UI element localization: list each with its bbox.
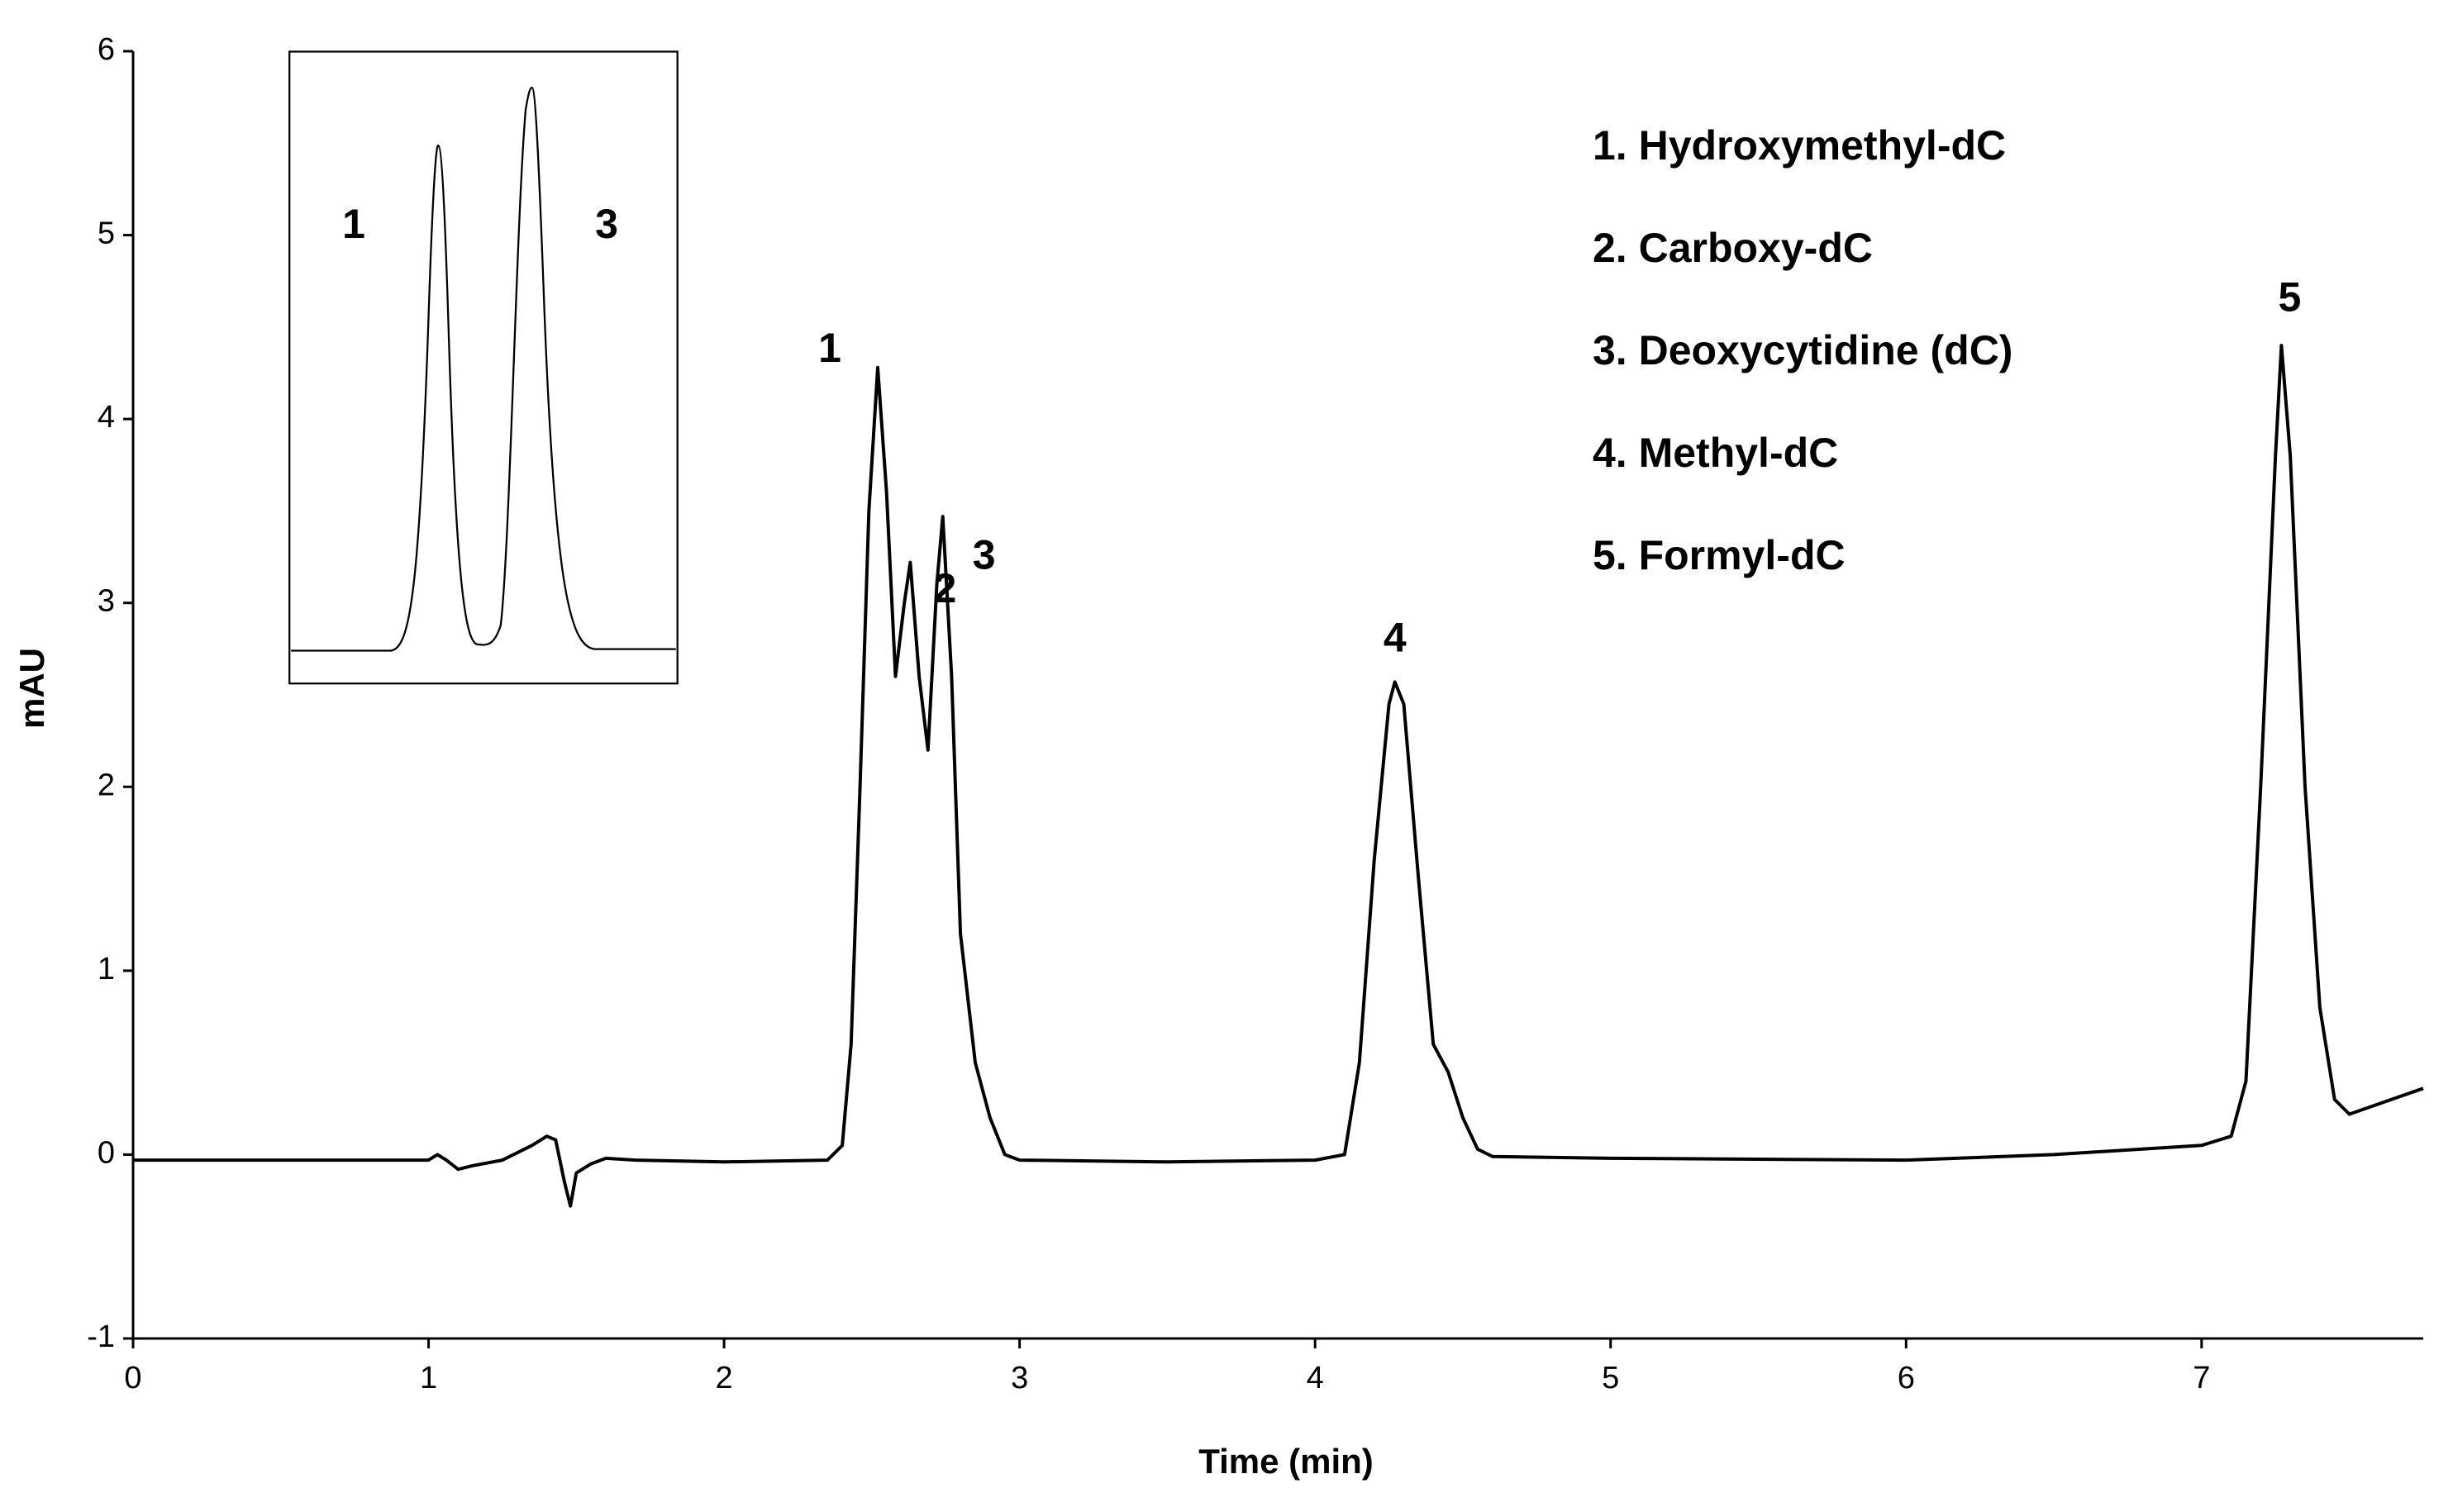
inset-label: 1 [342,201,365,247]
y-tick-label: -1 [87,1319,115,1354]
x-tick-label: 6 [1898,1361,1915,1396]
peak-label: 3 [973,531,996,578]
x-tick-label: 2 [716,1361,733,1396]
y-tick-label: 0 [98,1135,115,1170]
peak-label: 4 [1384,615,1407,661]
inset-label: 3 [595,201,618,247]
peak-label: 2 [933,565,956,611]
peak-label: 5 [2278,273,2301,320]
x-tick-label: 5 [1602,1361,1619,1396]
y-axis-title: mAU [12,648,51,729]
trace [133,344,2424,1208]
legend-entry: 1. Hydroxymethyl-dC [1593,122,2006,169]
legend-entry: 2. Carboxy-dC [1593,225,1873,271]
y-tick-label: 4 [98,400,115,435]
legend-entry: 4. Methyl-dC [1593,430,1838,476]
y-tick-label: 2 [98,768,115,802]
y-tick-label: 3 [98,584,115,619]
legend-entry: 5. Formyl-dC [1593,532,1846,578]
peak-label: 1 [818,325,841,371]
x-tick-label: 1 [420,1361,437,1396]
x-axis-title: Time (min) [1198,1442,1374,1481]
legend-entry: 3. Deoxycytidine (dC) [1593,327,2012,373]
inset-frame [288,50,679,685]
y-tick-label: 1 [98,952,115,987]
x-tick-label: 0 [124,1361,141,1396]
x-tick-label: 4 [1307,1361,1324,1396]
x-tick-label: 3 [1011,1361,1028,1396]
inset-trace [291,86,676,652]
y-tick-label: 5 [98,216,115,251]
inset [288,50,679,685]
x-tick-label: 7 [2193,1361,2210,1396]
y-tick-label: 6 [98,32,115,67]
